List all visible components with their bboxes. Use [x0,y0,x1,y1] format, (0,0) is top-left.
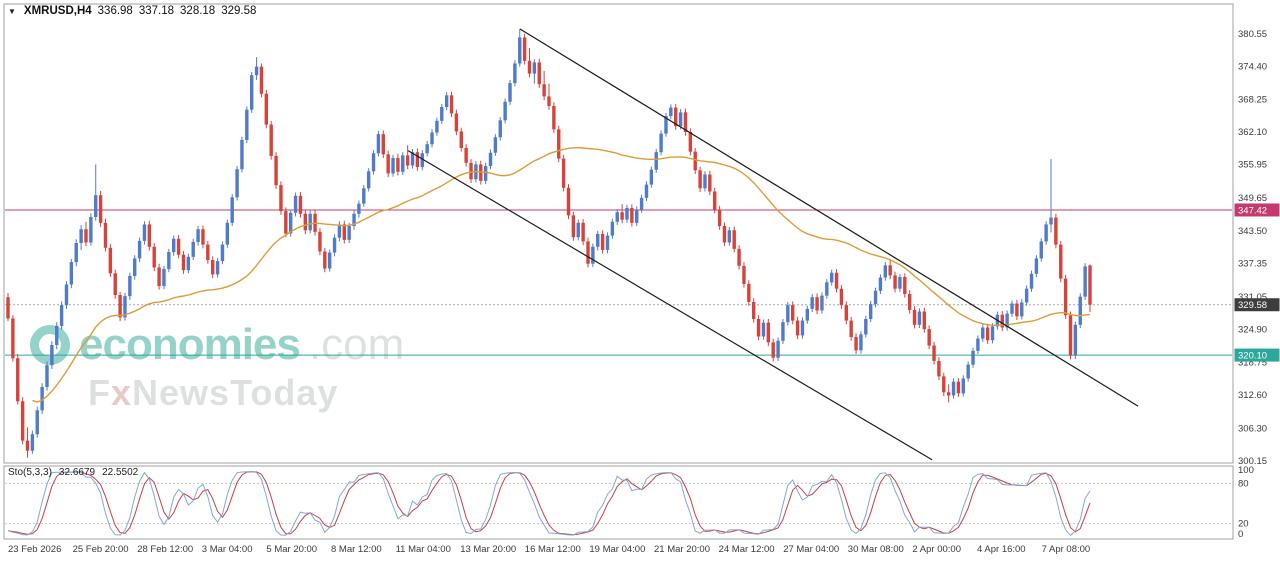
indicator-pane: 100 80 200 [5,465,1254,540]
time-tick: 13 Mar 20:00 [460,544,516,555]
watermark: economies .com FxNewsToday [30,320,404,414]
time-tick: 24 Mar 12:00 [719,544,775,555]
price-badge [1234,298,1280,312]
watermark-brand-row: economies .com [30,320,404,370]
price-tick: 374.40 [1238,62,1267,73]
indicator-tick: 20 [1238,519,1249,530]
moving-average-line[interactable] [32,146,1091,403]
ohlc-low: 328.18 [180,5,216,17]
time-tick: 7 Apr 08:00 [1042,544,1091,555]
price-tick: 331.05 [1238,292,1267,303]
watermark-tagline-f: F [88,372,111,413]
price-axis: 380.55 374.40 368.25 362.10 355.95 349.65 343.… [1234,29,1280,467]
indicator-label: Sto(5,3,3) 32.6679 22.5502 [8,467,138,478]
time-tick: 8 Mar 12:00 [331,544,382,555]
price-tick: 380.55 [1238,29,1267,40]
economies-logo-icon [30,325,70,365]
indicator-value-k: 32.6679 [58,467,96,478]
price-tick: 343.50 [1238,226,1267,237]
time-tick: 16 Mar 12:00 [525,544,581,555]
price-tick: 324.90 [1238,325,1267,336]
price-badge-value: 329.58 [1238,300,1267,311]
indicator-tick: 80 [1238,478,1249,489]
watermark-tagline: FxNewsToday [88,372,404,414]
price-tick: 306.30 [1238,423,1267,434]
time-tick: 25 Feb 20:00 [73,544,129,555]
price-tick: 318.75 [1238,357,1267,368]
indicator-tick: 0 [1238,529,1243,540]
stochastic-k-line [7,470,1091,537]
price-badge [1234,203,1280,217]
price-tick: 368.25 [1238,94,1267,105]
watermark-domain: .com [308,320,405,369]
time-tick: 23 Feb 2026 [8,544,61,555]
price-badge-value: 320.10 [1238,351,1267,362]
watermark-tagline-rest: NewsToday [132,372,339,413]
time-tick: 28 Feb 12:00 [137,544,193,555]
watermark-brand: economies [79,320,301,369]
time-tick: 11 Mar 04:00 [396,544,451,555]
candlesticks [6,28,1092,458]
price-tick: 355.95 [1238,160,1267,171]
price-tick: 337.35 [1238,258,1267,269]
channel-upper-trendline[interactable] [519,28,1139,407]
main-pane-frame [3,3,1234,464]
ohlc-high: 337.18 [138,5,175,17]
symbol-label: XMRUSD,H4 [23,5,92,17]
indicator-tick: 100 [1238,465,1254,476]
ohlc-close: 329.58 [221,5,257,17]
price-tick: 349.65 [1238,193,1267,204]
time-tick: 5 Mar 20:00 [266,544,317,555]
price-tick: 312.60 [1238,390,1267,401]
channel-lower-trendline[interactable] [407,150,933,461]
watermark-tagline-x: x [111,372,133,413]
time-tick: 4 Apr 16:00 [977,544,1026,555]
time-tick: 19 Mar 04:00 [589,544,645,555]
time-tick: 21 Mar 20:00 [654,544,710,555]
indicator-name: Sto(5,3,3) [8,467,52,478]
time-tick: 2 Apr 00:00 [912,544,961,555]
indicator-value-d: 22.5502 [102,467,139,478]
price-tick: 300.15 [1238,456,1267,467]
time-tick: 3 Mar 04:00 [202,544,253,555]
symbol-header: ▼ XMRUSD,H4 336.98 337.18 328.18 329.58 [8,5,256,17]
collapse-arrow-icon[interactable]: ▼ [8,6,16,16]
time-axis: 23 Feb 2026 25 Feb 20:00 28 Feb 12:00 3 Mar… [8,544,1090,555]
indicator-pane-frame [3,465,1234,540]
price-badge-value: 347.42 [1238,205,1267,216]
price-tick: 362.10 [1238,127,1267,138]
time-tick: 27 Mar 04:00 [783,544,839,555]
ohlc-open: 336.98 [97,5,133,17]
stochastic-d-line [7,471,1091,536]
time-tick: 30 Mar 08:00 [848,544,904,555]
price-badge [1234,348,1280,362]
